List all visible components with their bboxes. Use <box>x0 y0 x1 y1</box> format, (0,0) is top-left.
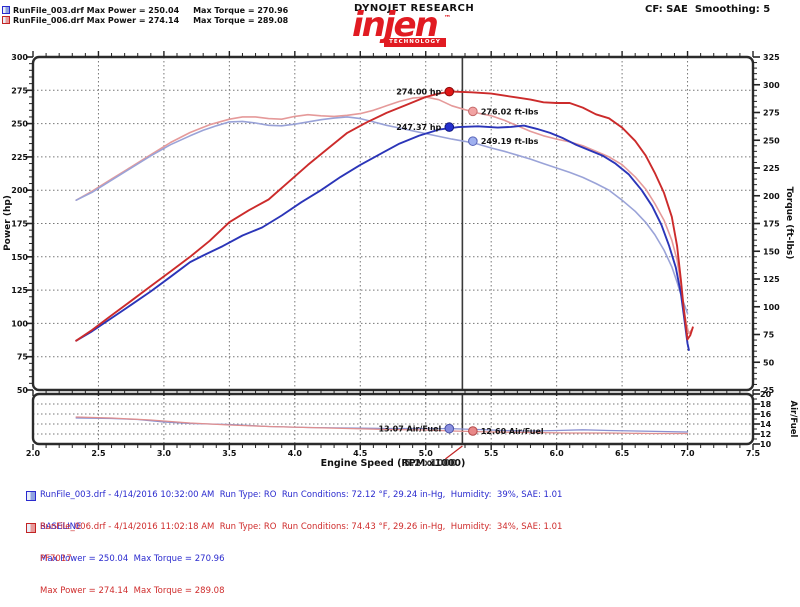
torque-tick-label: 175 <box>763 220 780 229</box>
dynojet-research-label: DYNOJET RESEARCH <box>354 3 475 14</box>
runfile-006-power-curve <box>75 90 694 342</box>
rpm-tick-label: 4.0 <box>288 449 303 458</box>
rpm-tick-label: 5.5 <box>484 449 499 458</box>
run003-summary-text: RunFile_003.drf Max Power = 250.04 Max T… <box>13 5 289 15</box>
power-tick-label: 175 <box>11 220 28 229</box>
rpm-tick-label: 4.5 <box>353 449 368 458</box>
value-marker-label: 247.37 hp <box>396 123 441 132</box>
power-tick-label: 150 <box>11 253 28 262</box>
rpm-tick-label: 7.0 <box>680 449 695 458</box>
rpm-tick-label: 2.0 <box>26 449 41 458</box>
airfuel-tick-label: 16 <box>760 410 772 419</box>
airfuel-axis-title: Air/Fuel <box>788 401 798 438</box>
rpm-tick-label: 3.5 <box>222 449 237 458</box>
rpm-axis-title: Engine Speed (RPM x1000) <box>321 458 466 469</box>
power-tick-label: 225 <box>11 153 28 162</box>
value-marker-dot <box>468 136 478 146</box>
value-marker-dot <box>444 423 455 434</box>
torque-tick-label: 150 <box>763 247 780 256</box>
rpm-tick-label: 2.5 <box>91 449 106 458</box>
torque-tick-label: 100 <box>763 303 780 312</box>
cursor-rpm-readout: 5.2 x1000 <box>404 458 457 469</box>
torque-tick-label: 125 <box>763 275 780 284</box>
injen-technology-banner: TECHNOLOGY <box>384 38 446 47</box>
injen-logo: injen <box>352 5 439 45</box>
cursor-leader-line <box>445 445 463 460</box>
torque-tick-label: 250 <box>763 136 780 145</box>
value-marker-label: 274.00 hp <box>396 88 441 97</box>
run006-conditions-line: RunFile_006.drf - 4/14/2016 11:02:18 AM … <box>40 522 563 532</box>
runfile-003-air-fuel-curve <box>75 417 689 433</box>
legend-row-run006: RunFile_006.drf Max Power = 274.14 Max T… <box>2 15 288 25</box>
runfile-006-torque-curve <box>75 96 693 335</box>
airfuel-tick-label: 20 <box>760 390 772 399</box>
run006-color-chip-icon <box>2 16 10 24</box>
power-axis-title: Power (hp) <box>3 195 13 251</box>
run006-label: PF7017 <box>40 554 72 564</box>
value-marker-dot <box>444 122 455 132</box>
torque-axis-title: Torque (ft-lbs) <box>784 187 794 260</box>
rpm-tick-label: 6.5 <box>615 449 630 458</box>
value-marker-label: 249.19 ft-lbs <box>481 137 539 146</box>
airfuel-tick-label: 12 <box>760 430 771 439</box>
legend-row-run003: RunFile_003.drf Max Power = 250.04 Max T… <box>2 5 288 15</box>
torque-tick-label: 275 <box>763 109 780 118</box>
run003-conditions-line: RunFile_003.drf - 4/14/2016 10:32:00 AM … <box>40 490 563 500</box>
run003-file-icon <box>26 491 36 501</box>
power-tick-label: 250 <box>11 120 28 129</box>
torque-tick-label: 75 <box>763 331 775 340</box>
run006-summary-text: RunFile_006.drf Max Power = 274.14 Max T… <box>13 15 289 25</box>
rpm-tick-label: 7.5 <box>746 449 761 458</box>
run006-max-values: Max Power = 274.14 Max Torque = 289.08 <box>40 585 225 596</box>
run006-details-block: RunFile_006.drf - 4/14/2016 11:02:18 AM … <box>26 501 562 607</box>
runfile-003-torque-curve <box>75 116 689 315</box>
value-marker-dot <box>468 426 478 436</box>
torque-tick-label: 25 <box>763 386 775 395</box>
run-summary-legend: RunFile_003.drf Max Power = 250.04 Max T… <box>2 5 288 25</box>
rpm-tick-label: 6.0 <box>550 449 565 458</box>
rpm-tick-label: 5.0 <box>419 449 434 458</box>
run006-file-icon <box>26 523 36 533</box>
run003-color-chip-icon <box>2 6 10 14</box>
power-tick-label: 300 <box>11 53 28 62</box>
airfuel-tick-label: 18 <box>760 400 772 409</box>
torque-tick-label: 325 <box>763 53 780 62</box>
airfuel-tick-label: 14 <box>760 420 772 429</box>
value-marker-label: 13.07 Air/Fuel <box>378 425 441 434</box>
power-tick-label: 50 <box>17 386 29 395</box>
torque-tick-label: 200 <box>763 192 780 201</box>
correction-smoothing-label: CF: SAE Smoothing: 5 <box>645 4 771 15</box>
rpm-tick-label: 3.0 <box>157 449 172 458</box>
trademark-symbol: ™ <box>444 14 451 22</box>
power-tick-label: 275 <box>11 86 28 95</box>
torque-tick-label: 225 <box>763 164 780 173</box>
power-tick-label: 100 <box>11 319 28 328</box>
runfile-003-power-curve <box>75 124 690 351</box>
runfile-006-air-fuel-curve <box>75 416 689 435</box>
dyno-app-window: { "header": { "settings": "CF: SAE Smoot… <box>2 3 798 596</box>
power-tick-label: 200 <box>11 186 28 195</box>
value-marker-label: 12.60 Air/Fuel <box>481 427 544 436</box>
airfuel-tick-label: 10 <box>760 440 772 449</box>
value-marker-dot <box>444 86 455 97</box>
run003-label: BASELINE <box>40 522 82 532</box>
power-tick-label: 125 <box>11 286 28 295</box>
torque-tick-label: 300 <box>763 81 780 90</box>
value-marker-dot <box>468 106 478 117</box>
value-marker-label: 276.02 ft-lbs <box>481 107 539 116</box>
dyno-graph-canvas: 300 275 250 225 200 175 150 125 100 75 50 325 300 275… <box>3 51 798 469</box>
power-tick-label: 75 <box>17 353 29 362</box>
torque-tick-label: 50 <box>763 358 775 367</box>
